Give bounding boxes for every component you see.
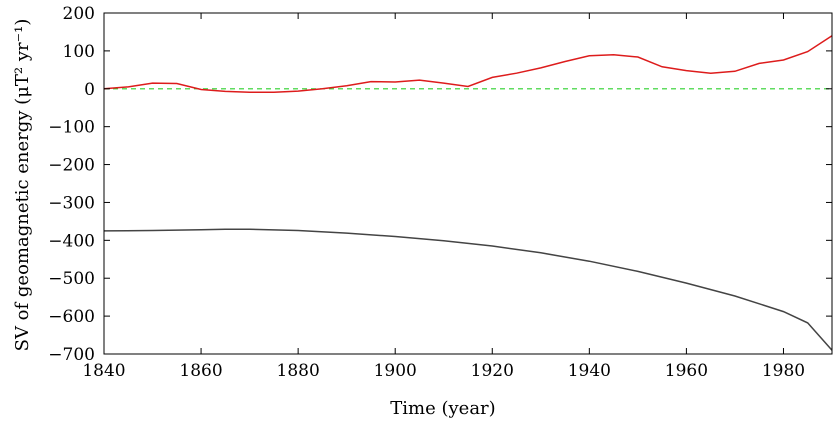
x-tick-label-1900: 1900	[374, 361, 417, 381]
x-tick-label-1960: 1960	[665, 361, 708, 381]
y-tick-label--400: −400	[48, 231, 95, 251]
y-tick-label--500: −500	[48, 269, 95, 289]
y-axis-label: SV of geomagnetic energy (μT² yr⁻¹)	[12, 19, 33, 352]
x-tick-label-1980: 1980	[762, 361, 805, 381]
y-tick-label--100: −100	[48, 118, 95, 138]
x-tick-label-1860: 1860	[179, 361, 222, 381]
y-tick-label--200: −200	[48, 156, 95, 176]
y-tick-label-200: 200	[63, 4, 95, 24]
y-tick-label--700: −700	[48, 345, 95, 365]
y-tick-label-100: 100	[63, 42, 95, 62]
y-tick-label--600: −600	[48, 307, 95, 327]
x-tick-label-1920: 1920	[471, 361, 514, 381]
x-tick-label-1940: 1940	[568, 361, 611, 381]
axes: 1840 1860 1880 1900 1920 1940 1960 1980 200 100 0 −…	[48, 4, 833, 381]
x-axis-label: Time (year)	[390, 398, 495, 419]
series-line-2	[103, 228, 833, 351]
y-tick-label-0: 0	[84, 80, 95, 100]
series-line-1	[103, 35, 833, 93]
x-tick-label-1840: 1840	[82, 361, 125, 381]
y-tick-label--300: −300	[48, 193, 95, 213]
plot-area	[103, 35, 833, 351]
plot-frame	[103, 12, 833, 355]
x-tick-label-1880: 1880	[277, 361, 320, 381]
